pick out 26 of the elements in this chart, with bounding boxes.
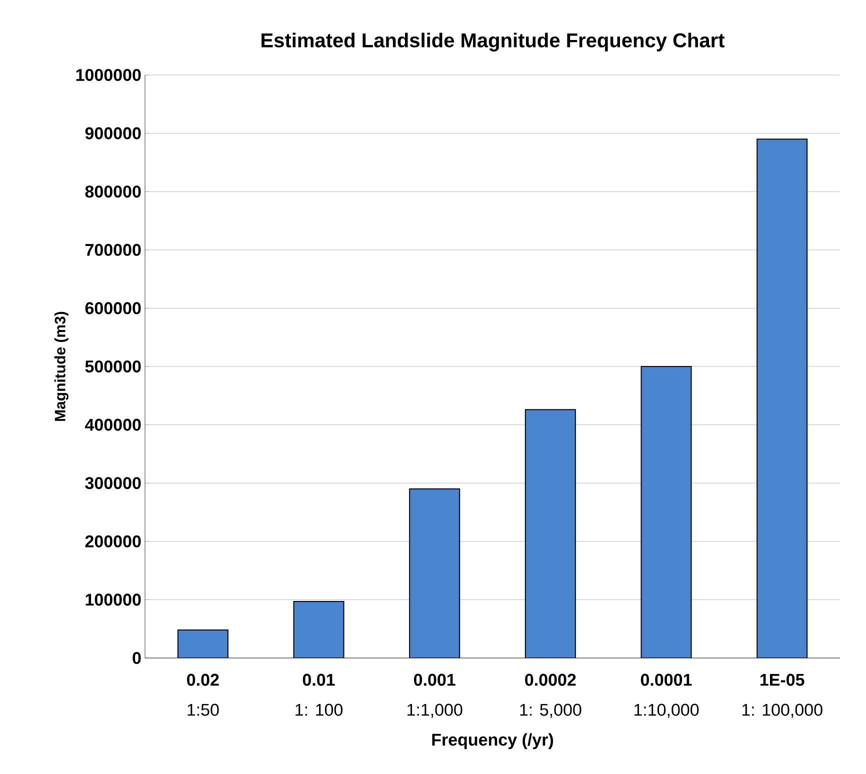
x-tick-label: 0.0002 1: 5,000: [520, 674, 582, 718]
y-tick-label: 700000: [85, 244, 141, 256]
x-tick-label: 0.0001 1:10,000: [634, 674, 699, 718]
x-axis-title: Frequency (/yr): [432, 733, 554, 750]
x-tick-label: 0.02 1:50: [187, 674, 219, 716]
y-tick-label: 300000: [85, 477, 141, 490]
bar: [177, 630, 228, 658]
y-tick-label: 0: [132, 652, 141, 664]
y-tick-label: 900000: [85, 127, 141, 140]
y-tick-label: 100000: [86, 594, 141, 606]
bar: [640, 366, 692, 658]
y-tick-label: 800000: [85, 186, 141, 198]
chart-title: Estimated Landslide Magnitude Frequency Chart: [262, 32, 725, 52]
bar: [756, 138, 808, 658]
bar: [524, 409, 576, 658]
y-tick-label: 200000: [85, 535, 141, 548]
y-tick-label: 1000000: [76, 68, 141, 82]
x-tick-label: 1E-05 1: 100,000: [742, 674, 822, 718]
x-tick-label: 0.01 1: 100: [296, 674, 343, 716]
bar: [409, 488, 460, 658]
y-tick-label: 500000: [85, 360, 141, 373]
y-axis-title: Magnitude (m3): [54, 312, 68, 421]
bar: [293, 600, 344, 658]
y-tick-label: 400000: [84, 418, 141, 431]
y-tick-label: 600000: [85, 302, 141, 314]
x-tick-label: 0.001 1:1,000: [408, 674, 462, 718]
